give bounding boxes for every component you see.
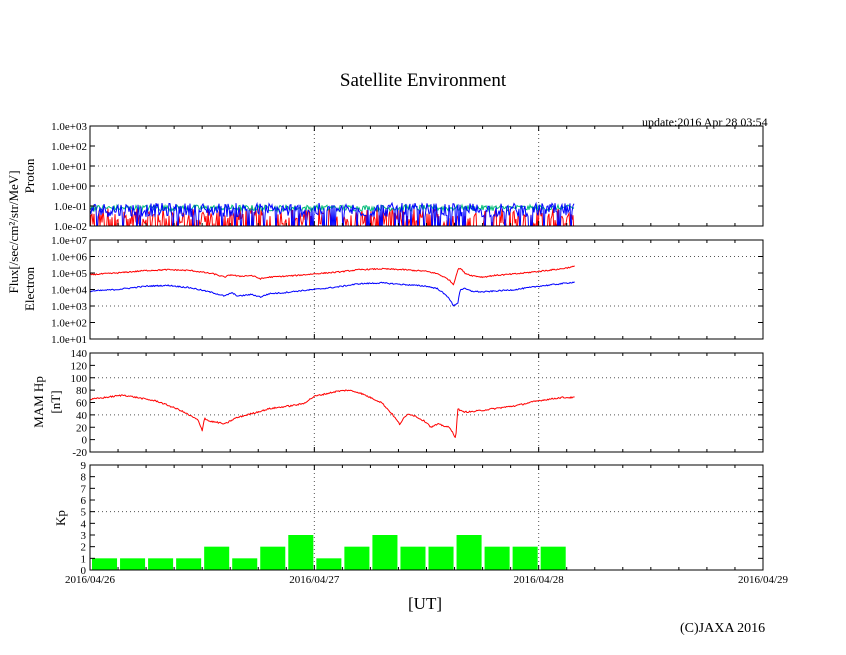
x-tick-label: 2016/04/29 (738, 574, 789, 586)
kp-ytick-label: 1 (81, 553, 87, 565)
kp-bar (428, 546, 454, 570)
chart-title: Satellite Environment (339, 70, 507, 91)
electron-ytick-label: 1.0e+01 (51, 334, 87, 346)
kp-bar (456, 535, 482, 570)
series-electron_high (89, 265, 575, 286)
kp-frame (89, 464, 764, 571)
proton-ytick-label: 1.0e-01 (54, 201, 87, 213)
mam-ytick-label: -20 (72, 447, 87, 459)
kp-bar (512, 546, 538, 570)
series-proton_3 (90, 201, 575, 226)
mam-ylabel-unit: [nT] (48, 390, 63, 413)
proton-ytick-label: 1.0e+00 (51, 181, 87, 193)
electron-frame (89, 239, 764, 340)
x-tick-label: 2016/04/26 (65, 574, 116, 586)
mam-ytick-label: 80 (76, 385, 88, 397)
mam-ytick-label: 20 (76, 422, 88, 434)
kp-bar (316, 558, 342, 570)
electron-ylabel: Electron (22, 266, 37, 311)
electron-ytick-label: 1.0e+03 (51, 301, 87, 313)
kp-ytick-label: 2 (81, 542, 87, 554)
proton-series-group (90, 201, 575, 226)
series-electron_low (89, 281, 575, 307)
electron-ytick-label: 1.0e+04 (51, 285, 87, 297)
kp-bar (92, 558, 118, 570)
kp-ytick-label: 5 (81, 507, 87, 519)
kp-ytick-label: 8 (81, 472, 87, 484)
electron-ytick-label: 1.0e+07 (51, 235, 87, 247)
electron-ytick-label: 1.0e+05 (51, 268, 87, 280)
kp-bar (176, 558, 202, 570)
mam-ytick-label: 100 (71, 373, 88, 385)
flux-ylabel: Flux[/sec/cm²/str/MeV] (6, 170, 21, 293)
kp-bar (232, 558, 258, 570)
electron-ytick-label: 1.0e+02 (51, 318, 87, 330)
mam-ytick-label: 40 (76, 410, 88, 422)
x-axis-label: [UT] (408, 594, 442, 613)
proton-ytick-label: 1.0e+01 (51, 161, 87, 173)
kp-ytick-label: 4 (81, 518, 87, 530)
kp-bar (400, 546, 426, 570)
electron-ytick-label: 1.0e+06 (51, 252, 87, 264)
kp-bar (540, 546, 566, 570)
mam-ytick-label: 0 (82, 435, 88, 447)
kp-bar (372, 535, 398, 570)
kp-bar (260, 546, 286, 570)
kp-bar (288, 535, 314, 570)
proton-ylabel: Proton (22, 158, 37, 193)
proton-ytick-label: 1.0e-02 (54, 221, 87, 233)
kp-ytick-label: 3 (81, 530, 87, 542)
kp-ytick-label: 0 (81, 565, 87, 577)
x-tick-label: 2016/04/28 (514, 574, 565, 586)
kp-ytick-label: 9 (81, 460, 87, 472)
kp-bar (120, 558, 146, 570)
copyright: (C)JAXA 2016 (680, 621, 766, 636)
kp-ylabel: Kp (53, 510, 68, 526)
kp-bar (484, 546, 510, 570)
proton-ytick-label: 1.0e+03 (51, 121, 87, 133)
proton-ytick-label: 1.0e+02 (51, 141, 87, 153)
mam-ytick-label: 60 (76, 398, 88, 410)
mam-frame (89, 352, 764, 453)
x-tick-label: 2016/04/27 (289, 574, 340, 586)
kp-bar (204, 546, 230, 570)
kp-ytick-label: 7 (81, 483, 87, 495)
kp-ytick-label: 6 (81, 495, 87, 507)
mam-ytick-label: 140 (71, 348, 88, 360)
kp-bar (344, 546, 370, 570)
mam-ylabel: MAM Hp (31, 376, 46, 428)
kp-bar (148, 558, 174, 570)
series-mam (89, 389, 575, 438)
mam-ytick-label: 120 (71, 360, 88, 372)
